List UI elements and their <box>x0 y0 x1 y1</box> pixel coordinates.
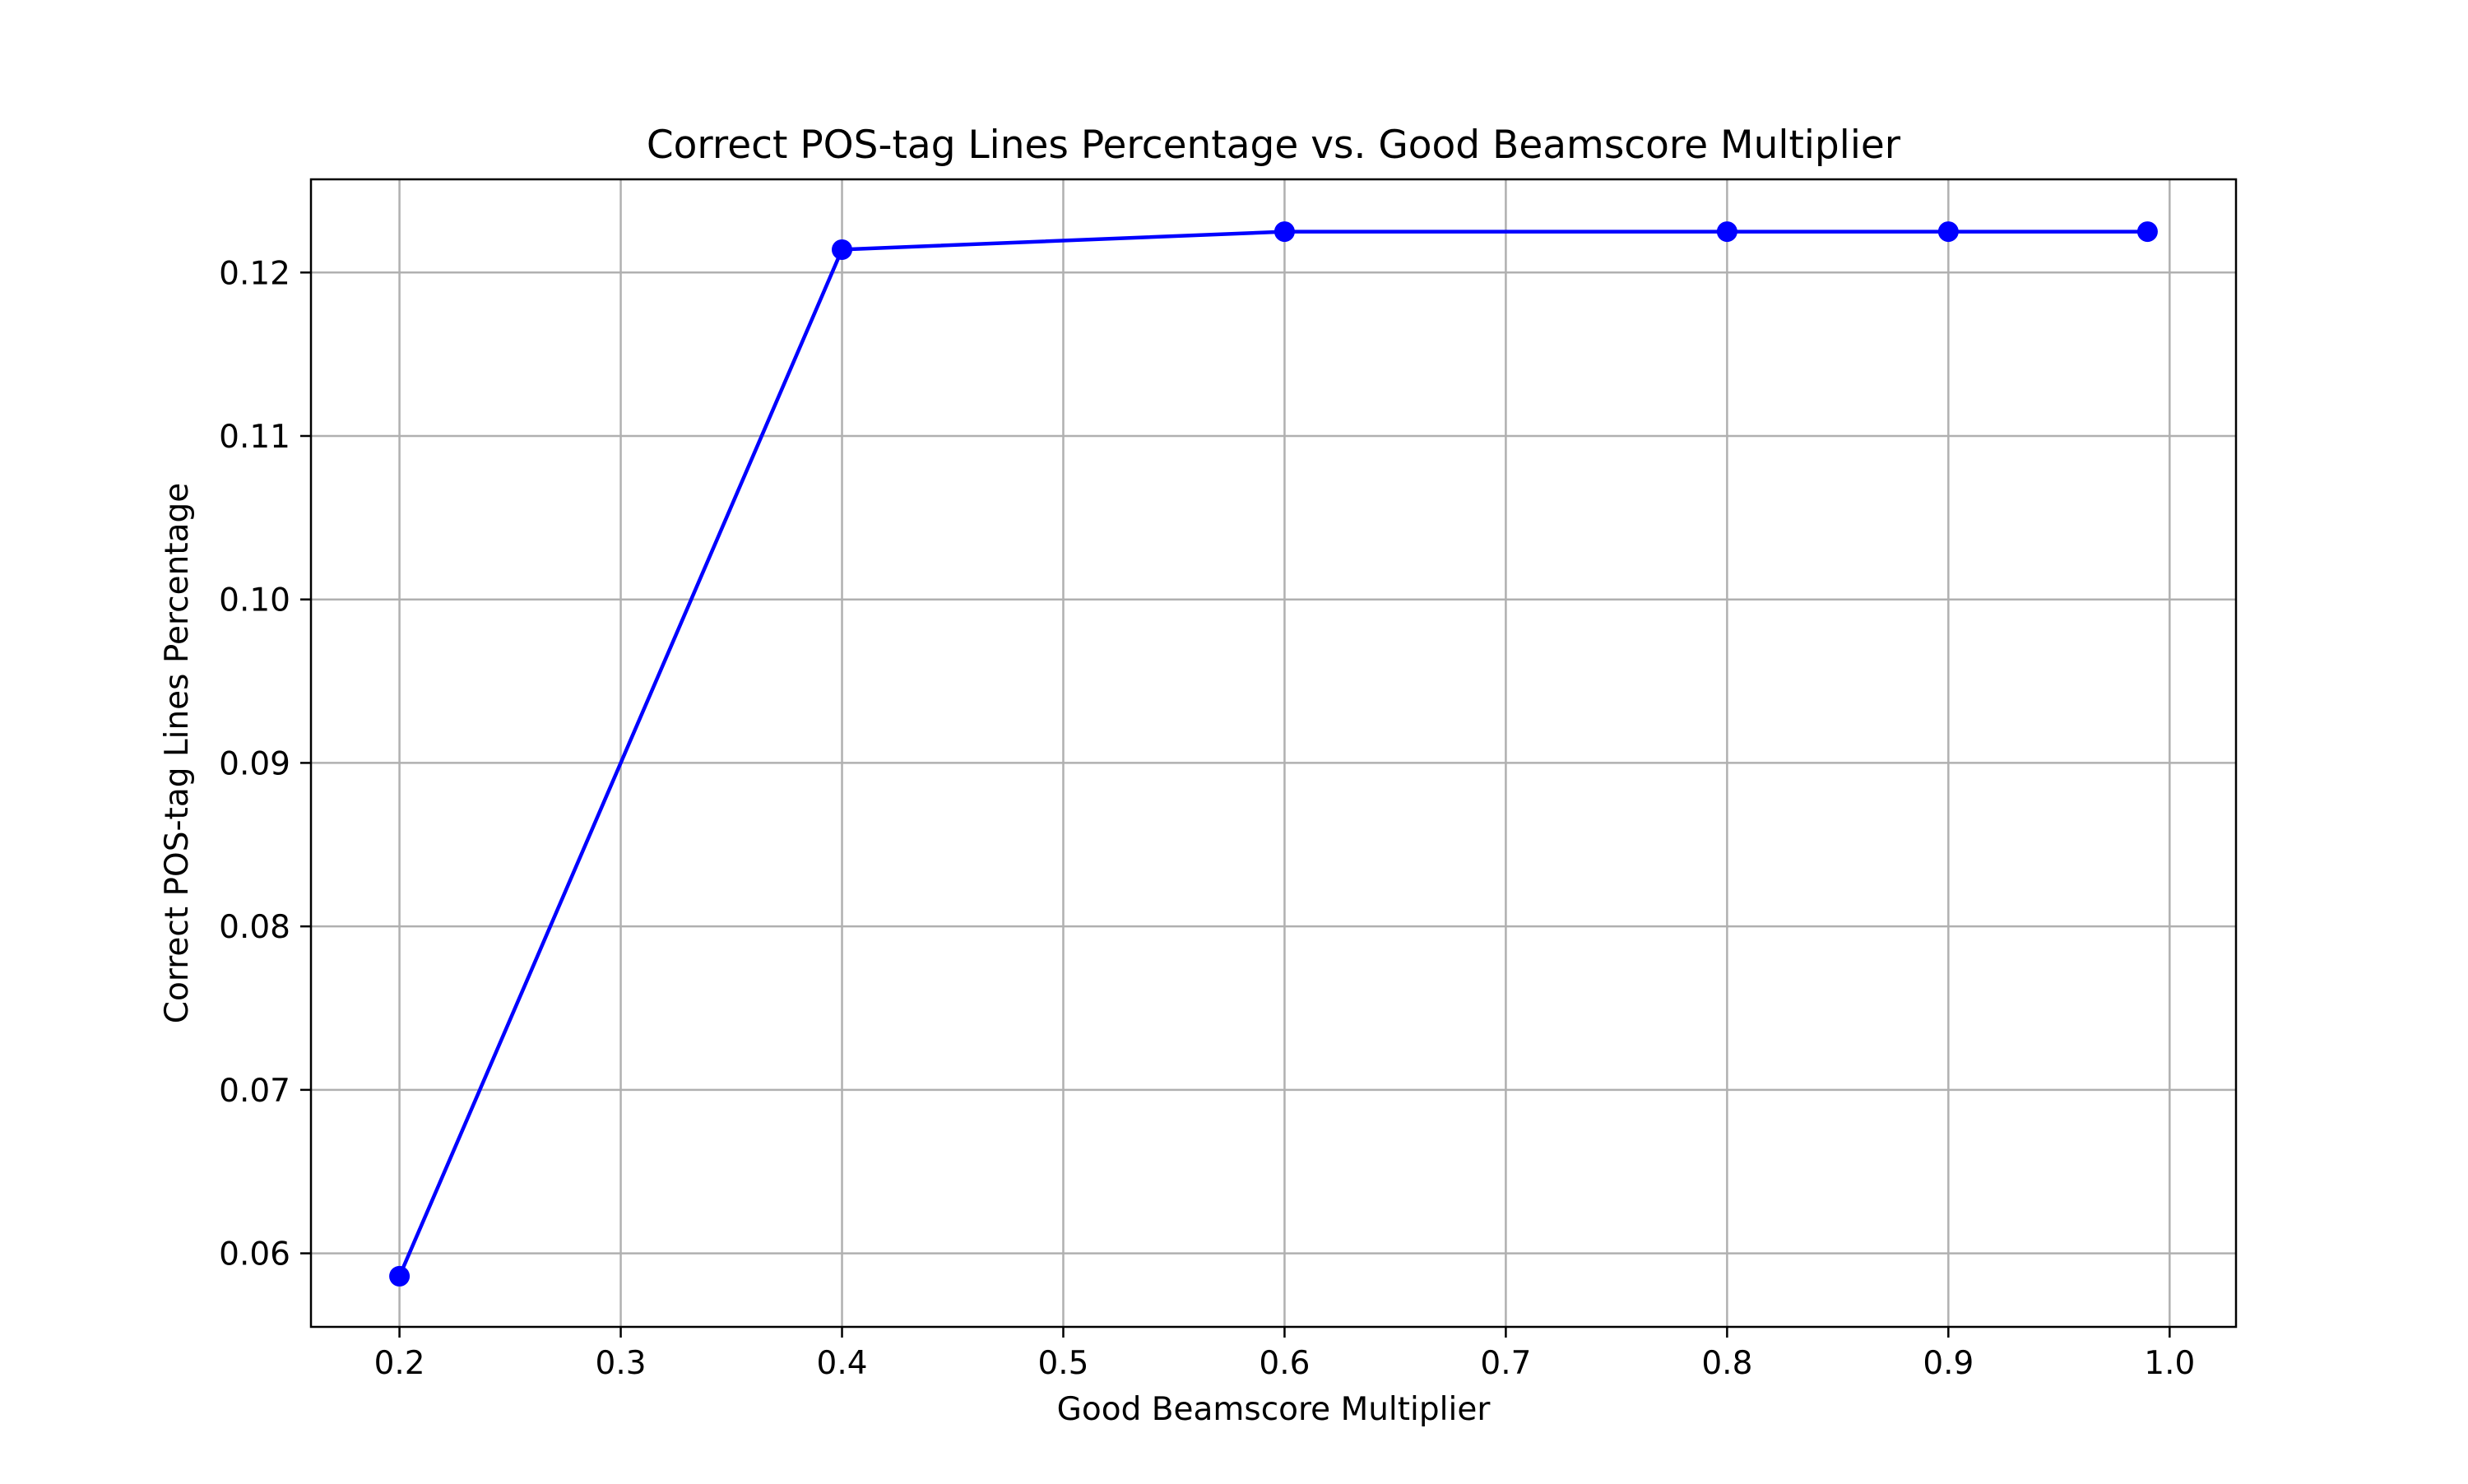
data-point <box>832 239 853 260</box>
y-tick-label: 0.06 <box>219 1236 290 1273</box>
x-tick-label: 0.2 <box>374 1345 425 1382</box>
x-tick-label: 0.8 <box>1701 1345 1752 1382</box>
y-axis-label: Correct POS-tag Lines Percentage <box>159 483 196 1024</box>
plot-area-frame <box>309 178 2238 1329</box>
x-axis-label: Good Beamscore Multiplier <box>1057 1391 1491 1428</box>
x-tick-label: 0.9 <box>1923 1345 1974 1382</box>
y-tick-label: 0.10 <box>219 582 290 619</box>
y-tick-label: 0.12 <box>219 255 290 292</box>
data-point <box>389 1265 411 1287</box>
x-tick-label: 0.5 <box>1037 1345 1088 1382</box>
chart-title: Correct POS-tag Lines Percentage vs. Goo… <box>647 123 1901 168</box>
x-tick-label: 1.0 <box>2144 1345 2195 1382</box>
axis-ticks: 0.2 0.3 0.4 0.5 0.6 0.7 0.8 0.9 1.0 0.06 0.07 0.08 0… <box>219 255 2195 1382</box>
data-point <box>1937 221 1959 243</box>
series-line <box>397 230 2148 1278</box>
series-layer <box>389 221 2158 1287</box>
x-tick-label: 0.6 <box>1259 1345 1310 1382</box>
data-point <box>1273 221 1295 243</box>
y-tick-label: 0.08 <box>219 909 290 946</box>
x-tick-label: 0.3 <box>596 1345 647 1382</box>
y-tick-label: 0.11 <box>219 419 290 456</box>
grid-lines <box>311 179 2236 1327</box>
data-point <box>2136 221 2158 243</box>
data-point <box>1716 221 1737 243</box>
y-tick-label: 0.09 <box>219 745 290 782</box>
y-tick-label: 0.07 <box>219 1073 290 1110</box>
x-tick-label: 0.7 <box>1480 1345 1531 1382</box>
x-tick-label: 0.4 <box>817 1345 868 1382</box>
